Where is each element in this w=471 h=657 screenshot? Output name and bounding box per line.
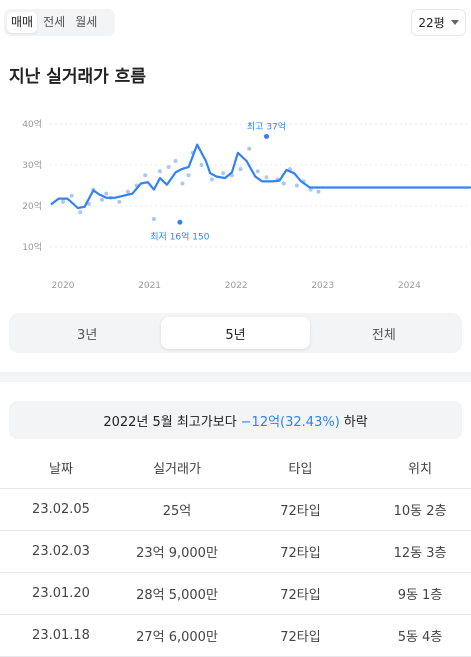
cell-price: 23억 9,000만	[122, 530, 232, 573]
y-tick-label: 20억	[22, 200, 42, 212]
cell-location: 10동 2층	[369, 488, 471, 531]
cell-price: 28억 5,000만	[122, 572, 232, 615]
page-title: 지난 실거래가 흐름	[9, 67, 146, 87]
scatter-point	[117, 199, 122, 204]
chevron-down-icon	[450, 20, 459, 25]
deal-type-tabs: 매매 전세 월세	[4, 9, 115, 36]
scatter-point	[86, 201, 91, 206]
compare-diff: −12억(32.43%)	[240, 414, 340, 430]
scatter-point	[78, 210, 83, 215]
cell-location: 5동 4층	[369, 614, 471, 657]
transactions-table: 날짜 실거래가 타입 위치 23.02.05 25억 72타입 10동 2층 2…	[0, 446, 471, 657]
annotation-point	[177, 219, 183, 225]
cell-date: 23.01.20	[0, 572, 122, 615]
scatter-point	[316, 189, 321, 194]
y-tick-label: 30억	[22, 159, 42, 171]
cell-type: 72타입	[232, 530, 369, 573]
x-tick-label: 2024	[398, 281, 421, 291]
scatter-point	[238, 167, 243, 172]
tab-monthly-rent[interactable]: 월세	[75, 15, 98, 29]
section-divider	[0, 372, 471, 382]
annotation-point	[263, 133, 269, 139]
cell-type: 72타입	[232, 572, 369, 615]
scatter-point	[209, 177, 214, 182]
table-header-row: 날짜 실거래가 타입 위치	[0, 446, 471, 489]
table-row[interactable]: 23.01.18 27억 6,000만 72타입 5동 4층	[0, 614, 471, 657]
cell-type: 72타입	[232, 614, 369, 657]
scatter-point	[143, 173, 148, 178]
price-line	[50, 143, 471, 210]
scatter-point	[166, 165, 171, 170]
x-tick-label: 2023	[311, 281, 334, 291]
cell-price: 27억 6,000만	[122, 614, 232, 657]
y-tick-label: 40억	[22, 118, 42, 130]
header-location: 위치	[369, 446, 471, 489]
scatter-point	[180, 181, 185, 186]
scatter-point	[221, 171, 226, 176]
y-tick-label: 10억	[22, 241, 42, 253]
cell-price: 25억	[122, 488, 232, 531]
table-row[interactable]: 23.02.03 23억 9,000만 72타입 12동 3층	[0, 530, 471, 573]
header-date: 날짜	[0, 446, 122, 489]
annotation-label: 최저 16억 150	[150, 230, 209, 242]
tab-all[interactable]: 전체	[371, 327, 396, 343]
scatter-point	[186, 173, 191, 178]
scatter-point	[69, 193, 74, 198]
cell-date: 23.01.18	[0, 614, 122, 657]
scatter-point	[125, 189, 130, 194]
scatter-point	[157, 169, 162, 174]
tab-3-years[interactable]: 3년	[77, 327, 98, 343]
annotation-label: 최고 37억	[247, 120, 286, 132]
cell-date: 23.02.03	[0, 530, 122, 573]
cell-date: 23.02.05	[0, 488, 122, 531]
table-row[interactable]: 23.01.20 28억 5,000만 72타입 9동 1층	[0, 572, 471, 615]
scatter-point	[60, 199, 65, 204]
tab-5-years[interactable]: 5년	[161, 317, 310, 349]
cell-type: 72타입	[232, 488, 369, 531]
compare-suffix: 하락	[343, 414, 368, 430]
period-tabs: 3년 5년 전체	[9, 313, 462, 353]
scatter-point	[199, 163, 204, 168]
scatter-point	[264, 175, 269, 180]
header-type: 타입	[232, 446, 369, 489]
x-tick-label: 2022	[225, 281, 248, 291]
scatter-point	[173, 158, 178, 163]
scatter-point	[255, 169, 260, 174]
x-tick-label: 2020	[52, 281, 75, 291]
size-dropdown-value: 22평	[418, 16, 445, 30]
compare-prefix: 2022년 5월 최고가보다	[103, 414, 237, 430]
scatter-point	[99, 197, 104, 202]
size-dropdown[interactable]: 22평	[411, 9, 466, 36]
scatter-point	[294, 183, 299, 188]
cell-location: 9동 1층	[369, 572, 471, 615]
scatter-point	[247, 146, 252, 151]
scatter-point	[281, 181, 286, 186]
x-tick-label: 2021	[138, 281, 161, 291]
table-row[interactable]: 23.02.05 25억 72타입 10동 2층	[0, 488, 471, 531]
price-compare-banner: 2022년 5월 최고가보다 −12억(32.43%) 하락	[9, 401, 462, 439]
header-price: 실거래가	[122, 446, 232, 489]
tab-sale[interactable]: 매매	[7, 12, 38, 33]
scatter-point	[104, 191, 109, 196]
scatter-point	[151, 217, 156, 222]
cell-location: 12동 3층	[369, 530, 471, 573]
tab-jeonse[interactable]: 전세	[43, 15, 66, 29]
top-bar: 매매 전세 월세 22평	[0, 0, 471, 48]
price-chart-svg: 10억 20억 30억 40억 2020 2021 2022 2023 2024 최고 37억최저…	[22, 118, 471, 291]
